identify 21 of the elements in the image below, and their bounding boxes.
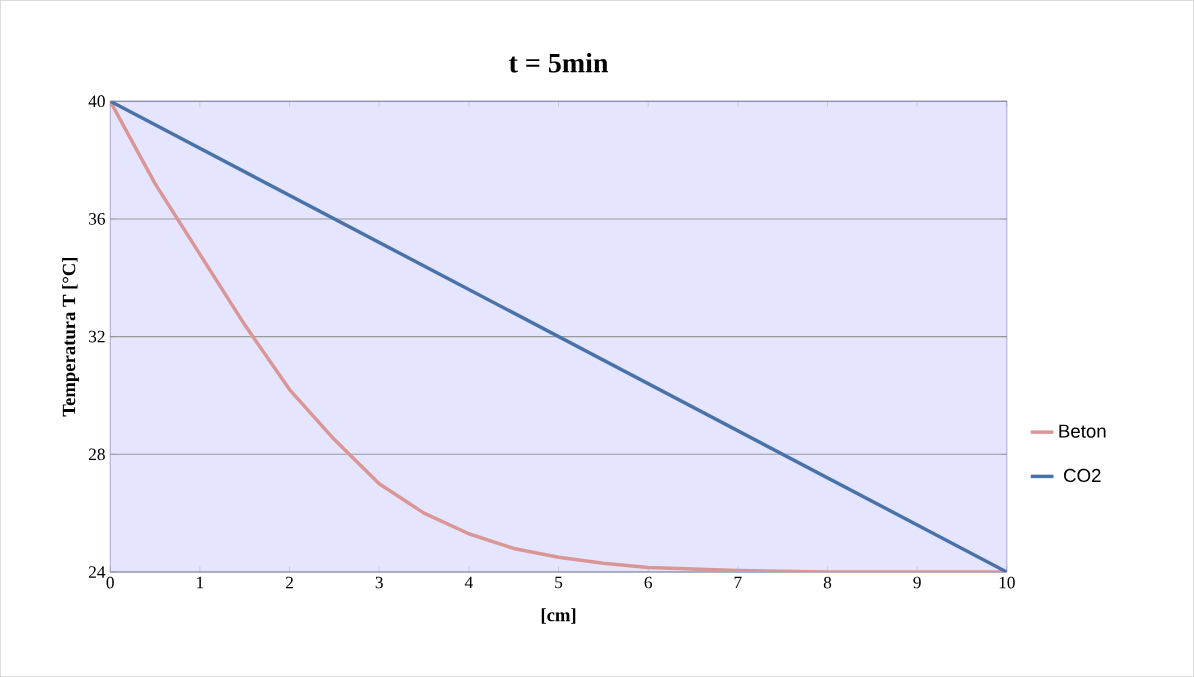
legend-label: CO2 <box>1064 468 1101 482</box>
x-tick-label: 9 <box>913 576 921 589</box>
y-tick-label: 32 <box>89 330 105 343</box>
x-tick-label: 0 <box>106 576 114 589</box>
y-tick-label: 40 <box>88 95 105 107</box>
x-tick-label: 8 <box>823 576 832 589</box>
x-tick-label: 10 <box>999 576 1015 589</box>
x-tick-label: 3 <box>375 576 383 589</box>
x-tick-label: 7 <box>734 576 742 588</box>
y-axis-title: Temperatura T [°C] <box>62 257 80 417</box>
y-tick-label: 28 <box>88 448 105 461</box>
y-tick-label: 24 <box>88 566 106 578</box>
chart-title: t = 5min <box>509 52 609 73</box>
legend-label: Beton <box>1059 424 1106 438</box>
x-tick-label: 5 <box>555 576 563 589</box>
x-tick-label: 2 <box>285 576 293 589</box>
x-axis-title: [cm] <box>541 608 576 624</box>
x-tick-label: 1 <box>197 576 204 589</box>
x-tick-label: 4 <box>464 576 473 588</box>
x-tick-label: 6 <box>644 576 653 589</box>
y-tick-label: 36 <box>89 212 106 225</box>
